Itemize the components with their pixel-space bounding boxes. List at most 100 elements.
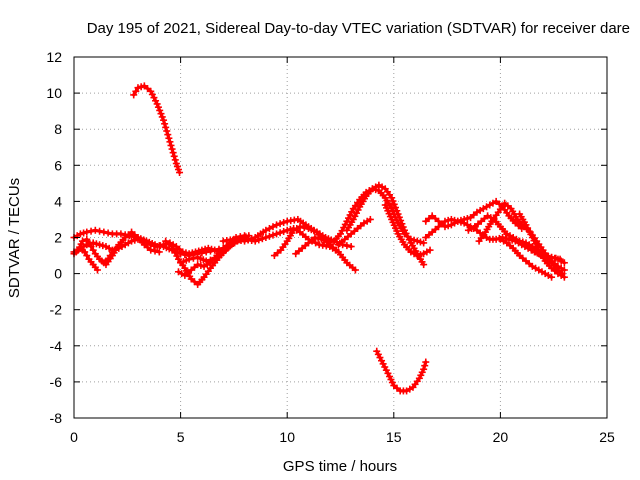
data-point — [343, 242, 351, 250]
data-point — [162, 123, 170, 131]
data-point — [441, 223, 449, 231]
y-tick-label: 0 — [54, 266, 62, 282]
y-tick-label: 10 — [46, 85, 62, 101]
data-point — [202, 257, 210, 265]
data-point — [548, 253, 556, 261]
data-point — [185, 255, 193, 263]
data-point — [516, 237, 524, 245]
data-point — [460, 215, 468, 223]
data-point — [413, 252, 421, 260]
data-point — [416, 238, 424, 246]
plot-frame — [73, 56, 608, 419]
data-point — [560, 266, 568, 274]
data-point — [426, 246, 434, 254]
data-point — [167, 141, 175, 149]
data-point — [153, 243, 161, 251]
data-point — [397, 217, 405, 225]
series-arc-18 — [381, 201, 434, 260]
data-point — [421, 362, 429, 370]
data-point — [280, 227, 288, 235]
data-point — [93, 266, 101, 274]
data-point — [444, 222, 452, 230]
data-point — [269, 223, 277, 231]
data-point — [130, 91, 138, 99]
data-point — [276, 229, 284, 237]
data-point — [283, 226, 291, 234]
data-point — [548, 273, 556, 281]
data-point — [192, 248, 200, 256]
y-axis-title: SDTVAR / TECUs — [6, 178, 23, 298]
data-point — [158, 113, 166, 121]
series-arc-1 — [130, 82, 184, 177]
series-arc-13 — [270, 223, 355, 260]
data-point — [170, 152, 178, 160]
data-point — [76, 230, 84, 238]
data-point — [201, 245, 209, 253]
data-point — [166, 138, 174, 146]
data-point — [422, 358, 430, 366]
data-point — [326, 239, 334, 247]
y-tick-label: 4 — [54, 193, 62, 209]
data-point — [83, 228, 91, 236]
data-point — [89, 246, 97, 254]
series-arc-7 — [102, 228, 163, 269]
data-point — [273, 221, 281, 229]
data-point — [92, 240, 100, 248]
data-point — [420, 365, 428, 373]
data-point — [168, 145, 176, 153]
series-arc-14 — [292, 234, 334, 258]
data-point — [314, 234, 322, 242]
data-point — [117, 230, 125, 238]
data-point — [251, 237, 259, 245]
data-point — [457, 216, 465, 224]
data-point — [204, 244, 212, 252]
data-point — [262, 226, 270, 234]
data-point — [156, 106, 164, 114]
data-point — [311, 234, 319, 241]
data-point — [163, 127, 171, 135]
data-point — [208, 245, 216, 253]
data-point — [394, 210, 402, 218]
data-point — [153, 100, 161, 108]
data-point — [194, 261, 202, 269]
data-point — [182, 249, 190, 257]
data-point — [83, 252, 91, 260]
axis-ticks: 0 5 10 15 20 25 -8 -6 -4 -2 0 2 4 6 8 10 12 — [46, 49, 615, 445]
data-point — [197, 261, 205, 269]
data-point — [388, 194, 396, 202]
data-point — [347, 243, 355, 251]
series-layer — [70, 82, 568, 395]
y-tick-label: 6 — [54, 157, 62, 173]
y-tick-label: -2 — [50, 302, 63, 318]
series-arc-6 — [76, 244, 101, 274]
data-point — [176, 169, 184, 177]
data-point — [276, 220, 284, 228]
data-point — [160, 241, 168, 249]
data-point — [262, 234, 270, 241]
data-point — [416, 251, 424, 259]
data-point — [83, 235, 91, 243]
data-point — [392, 204, 400, 212]
chart-title: Day 195 of 2021, Sidereal Day-to-day VTE… — [87, 20, 630, 37]
data-point — [155, 248, 163, 256]
data-point — [128, 237, 136, 245]
data-point — [80, 229, 88, 237]
data-point — [265, 224, 273, 232]
data-point — [413, 237, 421, 245]
data-point — [366, 215, 374, 223]
data-point — [389, 197, 397, 205]
data-point — [188, 249, 196, 257]
data-point — [463, 215, 471, 223]
series-arc-24 — [522, 241, 568, 267]
data-point — [150, 242, 158, 250]
x-tick-label: 10 — [279, 429, 295, 445]
data-point — [164, 131, 172, 139]
data-point — [81, 248, 89, 256]
data-point — [165, 134, 173, 142]
data-point — [189, 254, 197, 262]
data-point — [79, 237, 87, 245]
data-point — [100, 228, 108, 236]
data-point — [206, 256, 214, 264]
data-point — [151, 247, 159, 255]
